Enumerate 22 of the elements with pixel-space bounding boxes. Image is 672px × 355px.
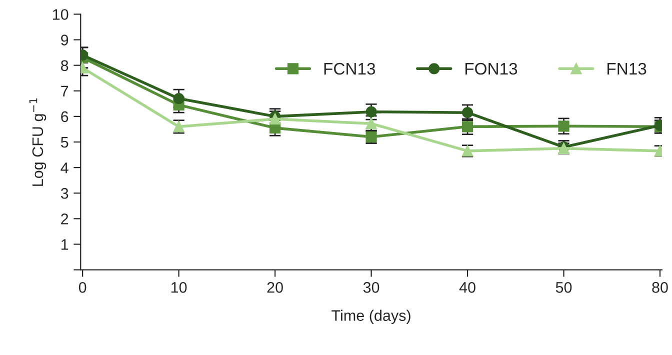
y-axis-title: Log CFU g$^{−1}$ bbox=[29, 98, 46, 186]
y-tick-label: 1 bbox=[62, 239, 68, 250]
x-tick-label: 20 bbox=[267, 282, 283, 293]
y-tick-label: 5 bbox=[60, 137, 68, 148]
x-tick-label: 40 bbox=[459, 282, 476, 293]
y-tick-label: 6 bbox=[61, 111, 68, 122]
legend-label: FON13 bbox=[465, 62, 518, 75]
x-tick-label: 80 bbox=[652, 282, 668, 293]
y-tick-label: 3 bbox=[60, 188, 68, 199]
y-tick-label: 8 bbox=[61, 60, 68, 72]
y-tick-label: 7 bbox=[61, 86, 68, 96]
x-tick-label: 30 bbox=[363, 282, 380, 293]
legend-label: FCN13 bbox=[324, 62, 376, 75]
y-tick-label: 2 bbox=[61, 214, 68, 224]
legend-label: FN13 bbox=[608, 62, 646, 75]
y-tick-label: 4 bbox=[60, 162, 68, 174]
x-axis-title: Time (days) bbox=[332, 310, 410, 324]
y-tick-label: 10 bbox=[53, 9, 68, 20]
x-tick-label: 10 bbox=[171, 282, 187, 293]
x-tick-label: 50 bbox=[556, 282, 572, 293]
x-tick-label: 0 bbox=[78, 282, 86, 293]
y-tick-label: 9 bbox=[61, 34, 68, 46]
